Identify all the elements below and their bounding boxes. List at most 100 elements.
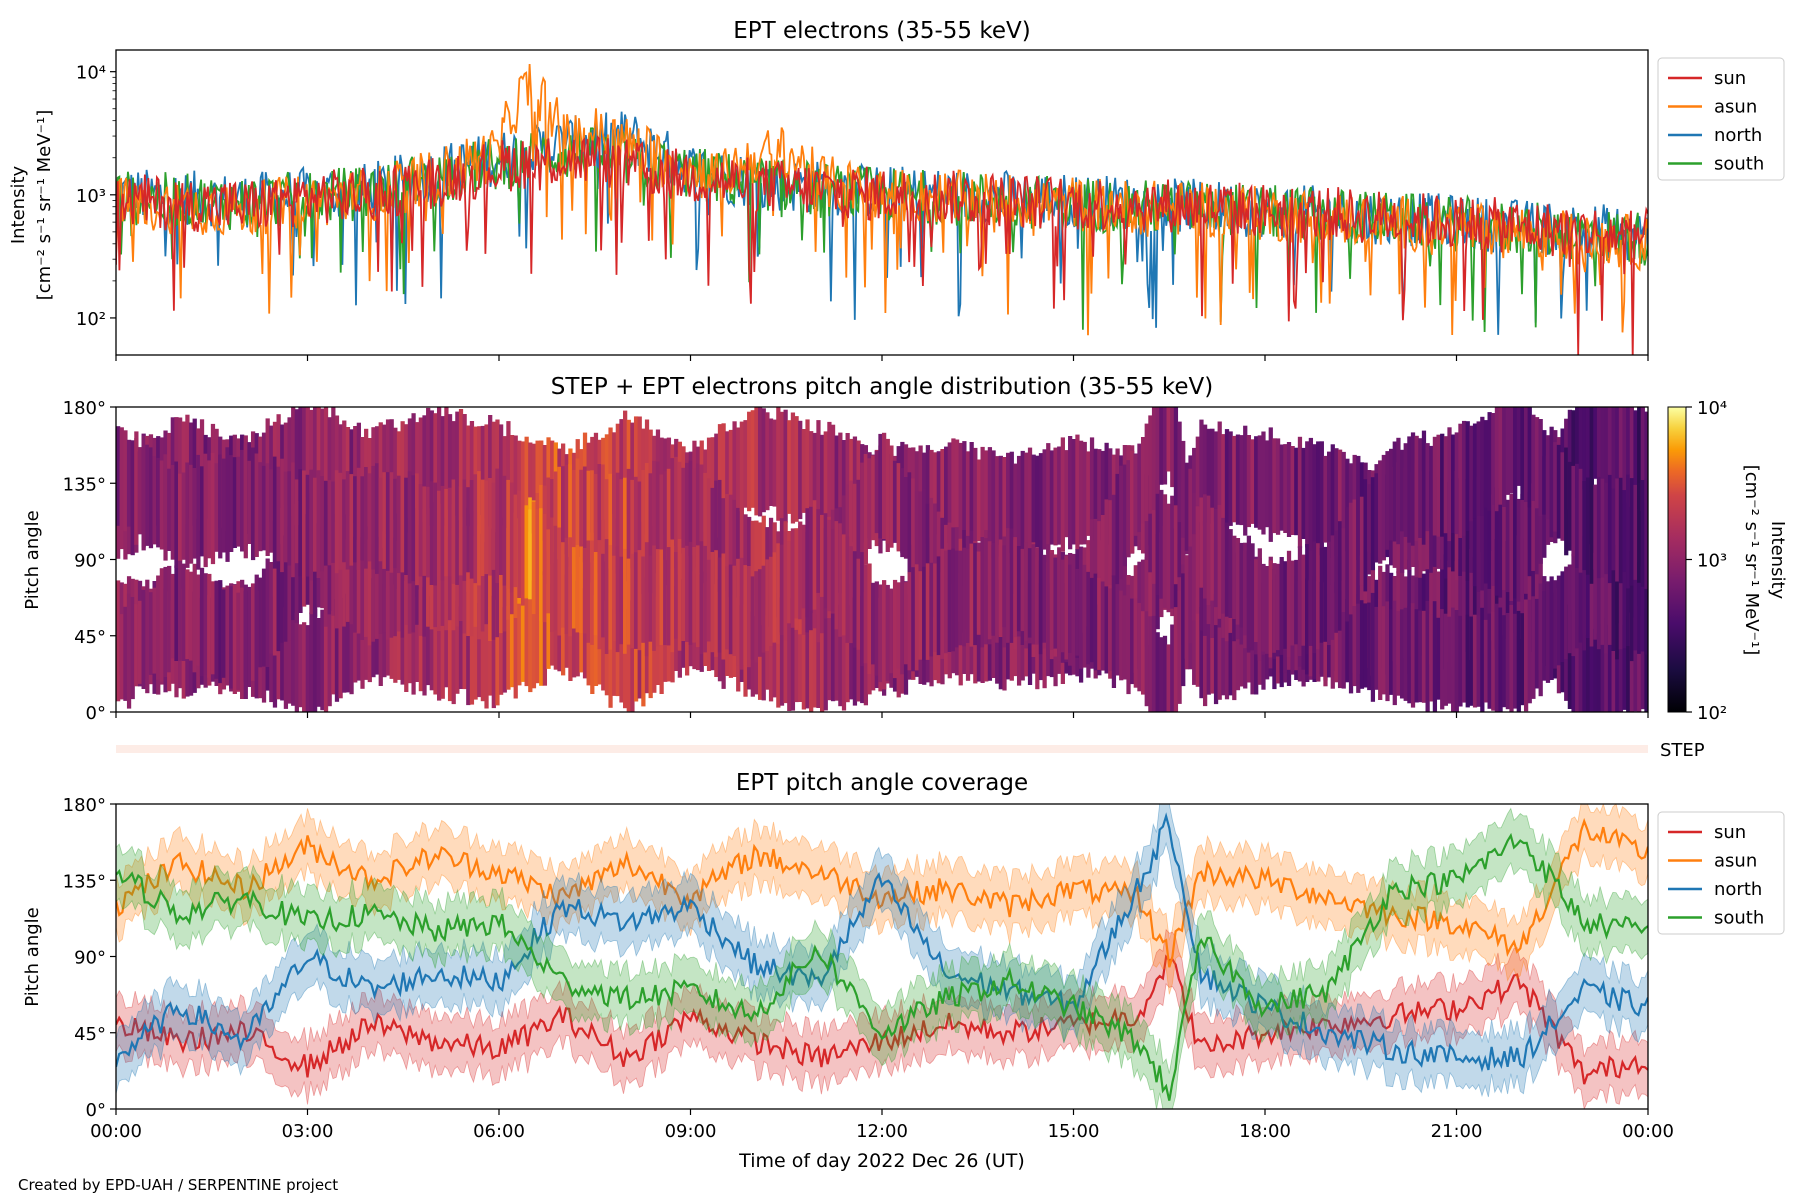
heatmap-cell (1381, 454, 1386, 558)
heatmap-cell (892, 579, 898, 679)
heatmap-cell (623, 611, 628, 709)
heatmap-cell (174, 565, 179, 661)
heatmap-cell (655, 461, 661, 574)
heatmap-cell (393, 537, 398, 637)
heatmap-cell (1108, 500, 1113, 585)
heatmap-cell (838, 432, 843, 535)
heatmap-cell (1188, 546, 1193, 644)
heatmap-cell (123, 606, 128, 701)
heatmap-cell (1556, 444, 1562, 539)
heatmap-cell (495, 468, 500, 584)
heatmap-cell (980, 446, 985, 556)
heatmap-cell (1308, 437, 1314, 553)
heatmap-cell (976, 459, 982, 542)
heatmap-cell (447, 536, 453, 621)
heatmap-cell (1119, 465, 1124, 579)
heatmap-cell (327, 527, 332, 615)
heatmap-cell (1644, 478, 1648, 589)
heatmap-cell (1370, 592, 1376, 702)
heatmap-cell (276, 466, 281, 562)
heatmap-cell (345, 471, 351, 570)
heatmap-cell (433, 413, 438, 503)
heatmap-cell (725, 566, 730, 650)
heatmap-cell (1130, 598, 1135, 685)
heatmap-cell (145, 444, 150, 546)
heatmap-cell (1046, 544, 1051, 656)
step-label: STEP (1660, 740, 1705, 761)
heatmap-cell (1246, 435, 1252, 528)
pad-heatmap-group (116, 407, 1648, 712)
heatmap-cell (331, 611, 336, 695)
heatmap-cell (812, 432, 817, 515)
heatmap-cell (579, 469, 584, 558)
heatmap-cell (1334, 448, 1339, 557)
heatmap-cell (783, 409, 788, 523)
heatmap-cell (210, 452, 216, 565)
heatmap-cell (1002, 545, 1007, 628)
heatmap-cell (823, 431, 828, 524)
heatmap-cell (451, 589, 456, 705)
heatmap-cell (736, 507, 741, 598)
heatmap-cell (141, 589, 146, 689)
heatmap-cell (1250, 543, 1255, 651)
heatmap-cell (342, 531, 347, 627)
heatmap-cell (834, 521, 839, 630)
heatmap-cell (1458, 558, 1463, 659)
heatmap-cell (320, 609, 325, 711)
heatmap-cell (462, 607, 467, 690)
heatmap-cell (531, 501, 537, 615)
heatmap-cell (940, 548, 945, 659)
heatmap-cell (1316, 543, 1321, 650)
heatmap-cell (287, 417, 292, 506)
heatmap-cell (575, 458, 580, 567)
heatmap-cell (254, 574, 259, 680)
heatmap-cell (944, 550, 949, 654)
heatmap-cell (739, 421, 744, 512)
heatmap-cell (367, 473, 372, 562)
heatmap-cell (914, 491, 920, 577)
heatmap-cell (429, 481, 434, 585)
heatmap-cell (1057, 446, 1062, 545)
heatmap-cell (305, 625, 310, 712)
heatmap-cell (1254, 559, 1259, 642)
heatmap-cell (1206, 606, 1211, 695)
heatmap-cell (1461, 619, 1467, 703)
heatmap-cell (659, 549, 664, 645)
heatmap-cell (663, 548, 668, 646)
heatmap-cell (1626, 563, 1631, 647)
heatmap-cell (320, 476, 325, 572)
heatmap-cell (1341, 528, 1346, 612)
heatmap-cell (1607, 474, 1613, 584)
heatmap-cell (1447, 560, 1452, 662)
heatmap-cell (933, 563, 938, 652)
heatmap-cell (918, 571, 923, 660)
heatmap-cell (499, 532, 504, 634)
heatmap-cell (965, 549, 971, 643)
heatmap-cell (1516, 610, 1521, 712)
heatmap-cell (626, 558, 631, 645)
heatmap-cell (287, 526, 292, 641)
heatmap-cell (827, 616, 832, 701)
heatmap-cell (1250, 439, 1255, 524)
heatmap-cell (1173, 607, 1179, 712)
heatmap-cell (491, 595, 496, 709)
heatmap-cell (364, 544, 369, 637)
heatmap-cell (426, 530, 431, 627)
heatmap-cell (670, 539, 675, 653)
heatmap-cell (1469, 549, 1474, 660)
heatmap-cell (466, 592, 471, 706)
heatmap-cell (1472, 614, 1478, 708)
heatmap-cell (539, 508, 544, 621)
heatmap-cell (312, 608, 318, 712)
heatmap-cell (258, 462, 263, 552)
heatmap-cell (1476, 476, 1481, 592)
heatmap-cell (685, 545, 690, 642)
heatmap-cell (1392, 600, 1397, 706)
heatmap-cell (327, 480, 332, 566)
heatmap-cell (1513, 499, 1518, 599)
heatmap-cell (1476, 544, 1481, 660)
heatmap-cell (703, 472, 708, 572)
heatmap-cell (535, 509, 540, 614)
heatmap-cell (509, 482, 515, 593)
